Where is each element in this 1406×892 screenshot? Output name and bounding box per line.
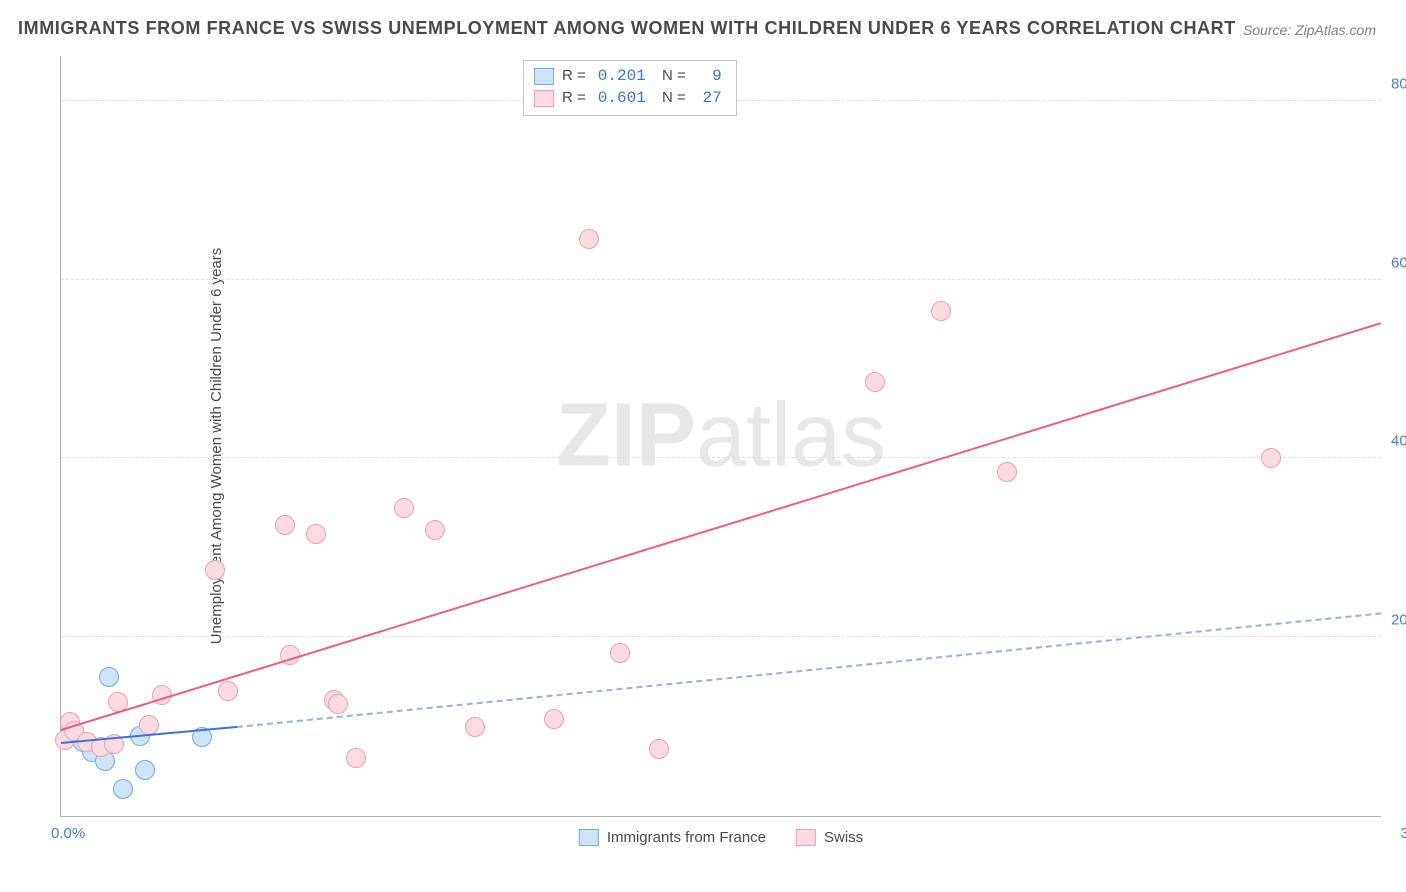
legend-n-value: 27: [694, 87, 726, 109]
legend-row: R = 0.601 N = 27: [534, 87, 726, 109]
y-tick-label: 20.0%: [1391, 612, 1406, 629]
data-point: [1261, 448, 1281, 468]
gridline: [61, 457, 1381, 458]
data-point: [306, 524, 326, 544]
chart-title: IMMIGRANTS FROM FRANCE VS SWISS UNEMPLOY…: [18, 18, 1236, 39]
y-tick-label: 60.0%: [1391, 254, 1406, 271]
gridline: [61, 636, 1381, 637]
chart-container: IMMIGRANTS FROM FRANCE VS SWISS UNEMPLOY…: [0, 0, 1406, 892]
source-label: Source: ZipAtlas.com: [1243, 22, 1376, 38]
data-point: [579, 229, 599, 249]
gridline: [61, 279, 1381, 280]
data-point: [275, 515, 295, 535]
data-point: [865, 372, 885, 392]
legend-swatch: [534, 68, 554, 85]
legend-series-label: Swiss: [824, 829, 863, 846]
data-point: [218, 681, 238, 701]
legend-stats: R = 0.201 N = 9 R = 0.601 N = 27: [523, 60, 737, 116]
data-point: [113, 779, 133, 799]
data-point: [544, 709, 564, 729]
legend-series-label: Immigrants from France: [607, 829, 766, 846]
legend-entry: Immigrants from France: [579, 829, 766, 846]
data-point: [425, 520, 445, 540]
legend-r-label: R =: [562, 87, 586, 109]
legend-swatch: [796, 829, 816, 846]
trend-line-dashed: [237, 613, 1381, 729]
data-point: [346, 748, 366, 768]
y-tick-label: 80.0%: [1391, 75, 1406, 92]
x-tick-label: 0.0%: [51, 825, 85, 842]
data-point: [649, 739, 669, 759]
legend-entry: Swiss: [796, 829, 863, 846]
legend-swatch: [579, 829, 599, 846]
legend-series: Immigrants from France Swiss: [579, 829, 863, 846]
legend-row: R = 0.201 N = 9: [534, 65, 726, 87]
watermark: ZIPatlas: [556, 385, 886, 488]
legend-n-label: N =: [658, 87, 686, 109]
legend-n-label: N =: [658, 65, 686, 87]
legend-r-label: R =: [562, 65, 586, 87]
trend-line: [61, 322, 1382, 731]
legend-r-value: 0.601: [594, 87, 650, 109]
x-tick-label: 30.0%: [1400, 825, 1406, 842]
data-point: [997, 462, 1017, 482]
legend-n-value: 9: [694, 65, 726, 87]
data-point: [394, 498, 414, 518]
data-point: [139, 715, 159, 735]
plot-area: ZIPatlas 20.0%40.0%60.0%80.0%0.0%30.0%R …: [60, 56, 1381, 817]
legend-swatch: [534, 90, 554, 107]
y-tick-label: 40.0%: [1391, 433, 1406, 450]
data-point: [465, 717, 485, 737]
data-point: [610, 643, 630, 663]
data-point: [931, 301, 951, 321]
data-point: [205, 560, 225, 580]
data-point: [99, 667, 119, 687]
data-point: [135, 760, 155, 780]
data-point: [328, 694, 348, 714]
legend-r-value: 0.201: [594, 65, 650, 87]
